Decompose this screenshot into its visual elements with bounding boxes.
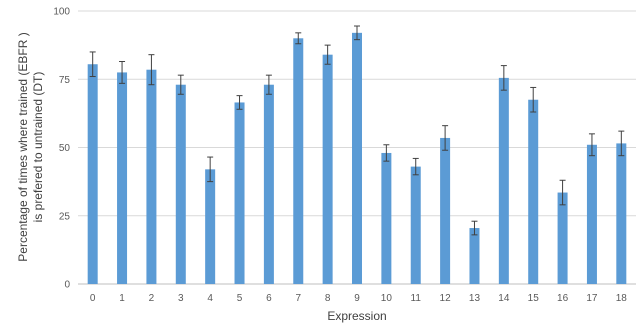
error-bar	[89, 51, 96, 78]
y-tick-labels: 0 25 50 75 100	[53, 7, 70, 291]
bars	[87, 32, 627, 285]
error-bar	[207, 156, 214, 183]
bar	[322, 54, 333, 285]
error-bar	[530, 86, 537, 113]
x-tick-label: 13	[469, 293, 481, 304]
x-tick-label: 1	[119, 293, 125, 304]
error-bar	[442, 125, 449, 151]
bar	[234, 102, 245, 284]
error-bar	[119, 61, 126, 84]
error-bar	[354, 25, 360, 41]
x-tick-label: 10	[381, 293, 393, 304]
error-bar	[412, 157, 419, 176]
error-bar	[324, 44, 331, 65]
error-bar	[500, 65, 507, 91]
bar	[263, 84, 274, 285]
bar	[557, 192, 568, 284]
x-tick-label: 5	[237, 293, 243, 304]
bar	[616, 143, 627, 284]
x-tick-label: 2	[149, 293, 155, 304]
x-tick-label: 14	[498, 293, 510, 304]
y-tick-label: 100	[53, 7, 70, 18]
error-bar	[618, 130, 625, 157]
error-bar	[265, 74, 272, 95]
x-tick-label: 8	[325, 293, 331, 304]
y-axis-label: Percentage of times where trained (EBFR …	[16, 32, 45, 261]
y-tick-label: 75	[59, 75, 71, 86]
x-tick-label: 3	[178, 293, 184, 304]
bar	[117, 72, 128, 284]
x-tick-label: 17	[586, 293, 598, 304]
x-tick-label: 6	[266, 293, 272, 304]
x-tick-label: 11	[411, 293, 422, 304]
error-bar	[588, 133, 595, 157]
y-axis-label-line1: Percentage of times where trained (EBFR …	[16, 32, 30, 261]
y-tick-label: 0	[64, 280, 70, 291]
x-tick-label: 4	[207, 293, 213, 304]
bar	[87, 64, 98, 284]
error-bar	[559, 179, 566, 206]
error-bar	[471, 220, 478, 236]
error-bar	[177, 74, 184, 95]
bar	[175, 84, 186, 285]
bar	[381, 152, 392, 284]
error-bar	[148, 54, 155, 86]
x-tick-labels: 0 1 2 3 4 5 6 7 8 9 10 11 12 13 14 15 16 17 18	[90, 293, 627, 304]
x-tick-label: 7	[295, 293, 301, 304]
y-axis-label-line2: is prefered to untrained (DT)	[31, 72, 45, 223]
bar	[293, 38, 304, 284]
x-tick-label: 16	[557, 293, 569, 304]
x-axis-label: Expression	[327, 309, 386, 323]
x-tick-label: 9	[354, 293, 360, 304]
x-tick-label: 0	[90, 293, 96, 304]
bar	[205, 169, 216, 284]
x-tick-label: 12	[440, 293, 452, 304]
error-bars	[89, 25, 625, 236]
bar	[352, 32, 362, 285]
bar	[469, 228, 480, 284]
y-tick-label: 50	[59, 143, 71, 154]
error-bar	[383, 144, 390, 162]
bar	[586, 144, 597, 284]
bar	[440, 137, 451, 284]
bar	[528, 99, 539, 284]
x-tick-label: 18	[616, 293, 628, 304]
error-bar	[236, 95, 243, 110]
bar	[146, 69, 157, 284]
error-bar	[295, 32, 302, 45]
bar	[498, 77, 509, 284]
bar	[410, 166, 421, 284]
y-tick-label: 25	[59, 211, 71, 222]
x-tick-label: 15	[528, 293, 540, 304]
